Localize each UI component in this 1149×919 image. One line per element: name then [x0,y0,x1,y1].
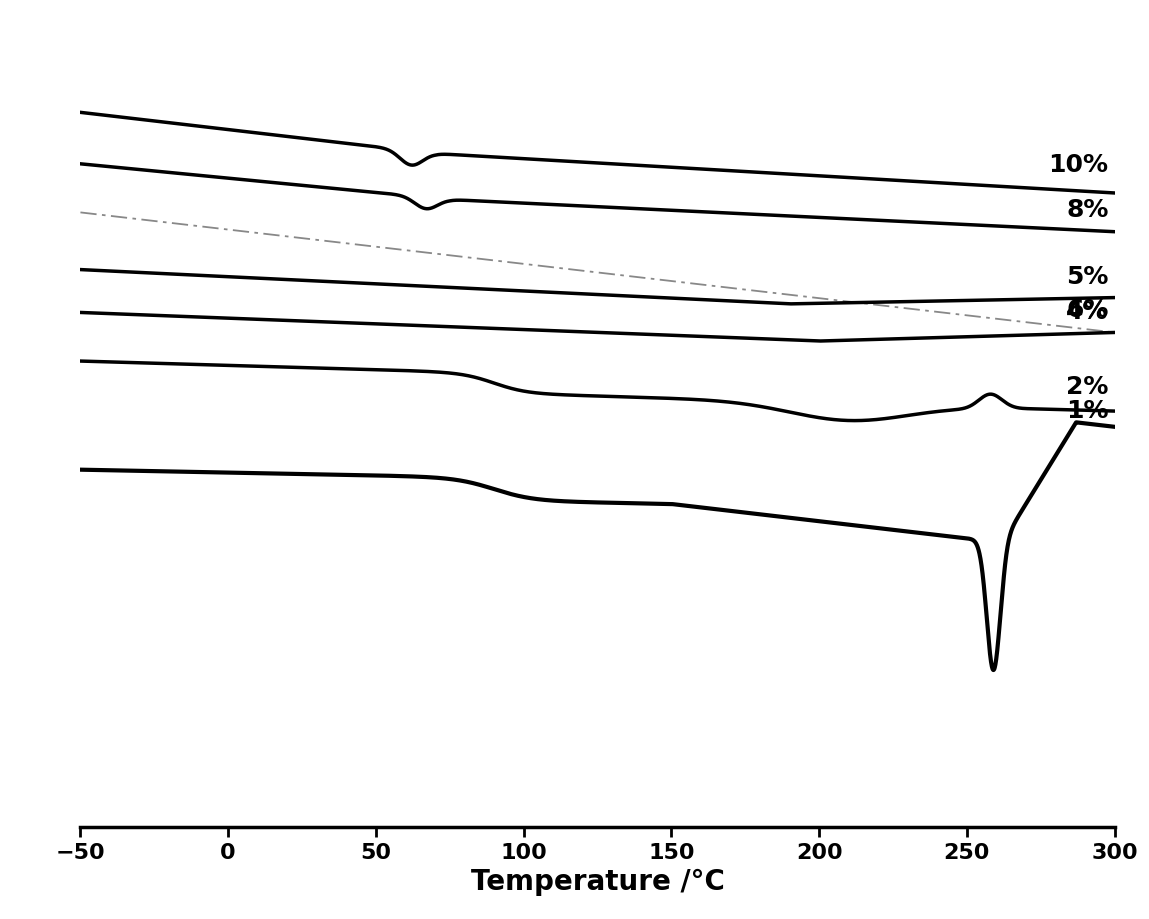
Text: 10%: 10% [1049,153,1109,177]
Text: 5%: 5% [1066,265,1109,289]
Text: 8%: 8% [1066,198,1109,221]
X-axis label: Temperature /°C: Temperature /°C [471,868,724,895]
Text: 6%: 6% [1066,298,1109,322]
Text: 2%: 2% [1066,374,1109,398]
Text: 4%: 4% [1066,300,1109,323]
Text: 1%: 1% [1066,398,1109,422]
